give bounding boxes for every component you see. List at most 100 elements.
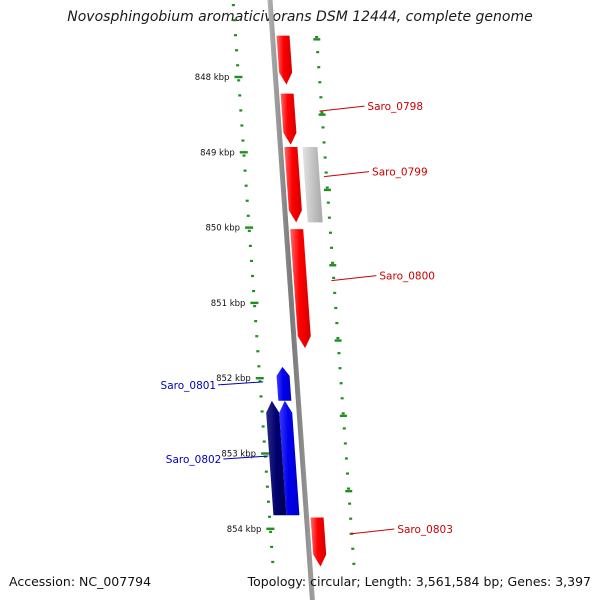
outer-track-dot: [332, 276, 336, 279]
inner-track-dot: [249, 259, 253, 263]
inner-track-dot: [256, 350, 260, 353]
gene-label[interactable]: Saro_0799: [372, 167, 428, 179]
scale-tick-label: 852 kbp: [216, 374, 251, 384]
gene-label[interactable]: Saro_0798: [367, 101, 423, 113]
gene-label-leader: [218, 381, 264, 386]
outer-track-dot: [328, 231, 332, 234]
outer-track-dot: [340, 397, 344, 400]
inner-track-dot: [245, 199, 249, 202]
inner-track-dot: [238, 94, 242, 97]
inner-track-dot: [260, 410, 264, 413]
gene-arrow-saro-0800[interactable]: [290, 229, 311, 349]
outer-track-major-tick: [339, 414, 347, 418]
inner-track-dot: [255, 335, 259, 338]
gene-label-leader: [349, 528, 395, 535]
scale-tick-label: 854 kbp: [227, 525, 262, 535]
gene-label-leader: [223, 455, 269, 460]
genome-backbone: [267, 0, 315, 600]
inner-track-dot: [261, 425, 265, 428]
scale-tick-label: 851 kbp: [211, 299, 246, 309]
scale-tick: [266, 527, 275, 530]
outer-track-dot: [343, 442, 347, 445]
inner-track-dot: [232, 19, 236, 22]
inner-track-dot: [259, 395, 263, 398]
gene-arrow-saro-0801[interactable]: [276, 366, 292, 401]
outer-track-major-tick: [313, 38, 321, 41]
inner-track-dot: [243, 169, 247, 172]
outer-track-dot: [327, 216, 331, 219]
outer-track-dot: [342, 427, 346, 430]
inner-track-dot: [241, 139, 245, 142]
accession-text: Accession: NC_007794: [9, 574, 152, 589]
outer-track-dot: [333, 291, 337, 295]
genome-summary-text: Topology: circular; Length: 3,561,584 bp…: [247, 574, 591, 589]
outer-track-dot: [315, 36, 319, 39]
inner-track-dot: [239, 109, 243, 112]
scale-tick: [245, 226, 254, 229]
inner-track-dot: [246, 214, 250, 217]
inner-track-dot: [233, 34, 237, 37]
scale-tick: [250, 301, 259, 305]
scale-tick-label: 849 kbp: [200, 148, 235, 158]
outer-track-dot: [317, 66, 321, 69]
inner-track-dot: [258, 380, 262, 383]
outer-track-major-tick: [334, 339, 342, 342]
scale-tick: [255, 377, 264, 380]
inner-track-dot: [257, 365, 261, 368]
gene-arrow-saro-0802-dark[interactable]: [266, 400, 287, 516]
outer-track-dot: [319, 96, 323, 99]
outer-track-major-tick: [323, 188, 331, 192]
gene-arrow-saro-0803[interactable]: [310, 517, 327, 567]
inner-track-dot: [265, 485, 269, 488]
scale-tick: [261, 452, 270, 455]
inner-track-dot: [268, 515, 272, 518]
scale-ticks: 848 kbp 849 kbp 850 kbp 851 kbp 852 kbp 853 k…: [195, 4, 356, 565]
outer-track-major-tick: [345, 489, 353, 493]
gene-arrow-saro-0798[interactable]: [280, 93, 297, 145]
inner-track-dot: [247, 229, 251, 232]
gene-layer: [266, 35, 327, 567]
inner-track-dot: [266, 500, 270, 503]
inner-track-dot: [254, 320, 258, 323]
outer-track-dot: [344, 457, 348, 460]
gene-arrow-saro-0797[interactable]: [276, 35, 293, 85]
outer-track-dot: [347, 487, 351, 490]
outer-track-dot: [352, 562, 356, 565]
outer-track-dot: [326, 201, 330, 204]
label-layer: Saro_0798 Saro_0799 Saro_0800 Saro_0801 Saro…: [161, 101, 453, 536]
gene-label[interactable]: Saro_0802: [166, 454, 222, 466]
outer-track-dot: [351, 547, 355, 550]
inner-track-dot: [240, 124, 244, 127]
outer-track-dot: [335, 321, 339, 325]
gene-arrow-saro-0799[interactable]: [284, 147, 302, 223]
outer-track-dot: [325, 186, 329, 189]
inner-track-dot: [252, 289, 256, 293]
gene-label[interactable]: Saro_0800: [379, 271, 435, 283]
outer-track-dot: [331, 261, 335, 264]
scale-tick: [234, 75, 243, 79]
gene-label[interactable]: Saro_0801: [161, 380, 217, 392]
inner-track-dot: [237, 79, 241, 82]
inner-track-dot: [269, 530, 273, 533]
inner-track-dot: [235, 49, 239, 52]
outer-track-major-tick: [318, 113, 326, 116]
outer-track-dot: [349, 517, 353, 520]
gene-label[interactable]: Saro_0803: [397, 524, 453, 536]
outer-track-dot: [339, 382, 343, 385]
outer-track-major-tick: [329, 264, 337, 267]
inner-track-dot: [236, 64, 240, 67]
gene-label-leader: [324, 171, 370, 178]
outer-track-dot: [320, 111, 324, 114]
outer-track-dot: [322, 141, 326, 144]
inner-track-dot: [248, 244, 252, 247]
gene-label-leader: [319, 105, 365, 112]
outer-track-dot: [334, 306, 338, 310]
scale-tick-label: 853 kbp: [221, 450, 256, 460]
inner-track-dot: [251, 274, 255, 278]
gene-arrow-saro-0799-selected[interactable]: [302, 147, 323, 223]
gene-arrow-saro-0802[interactable]: [279, 400, 300, 516]
outer-track-dot: [338, 367, 342, 370]
outer-track-dot: [330, 246, 334, 249]
outer-track-dot: [321, 126, 325, 129]
